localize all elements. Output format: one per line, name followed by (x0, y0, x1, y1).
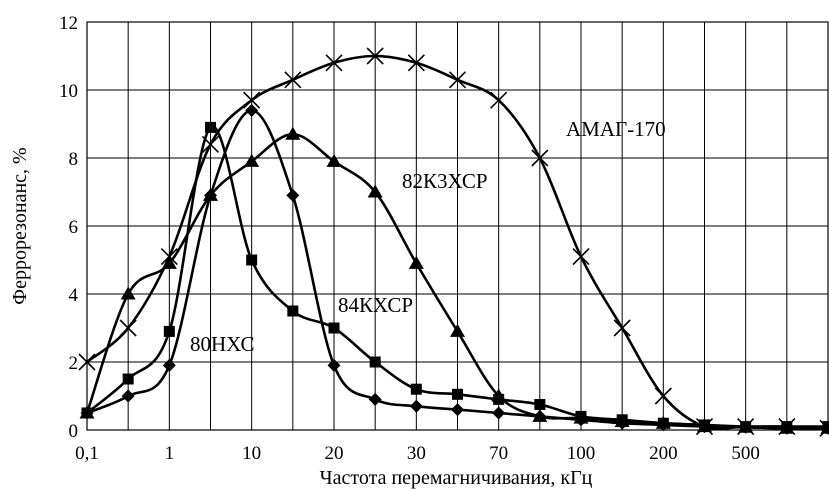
data-point-x (778, 418, 796, 436)
data-point-x (695, 418, 714, 436)
data-point-triangle (614, 414, 630, 427)
y-tick-label: 2 (69, 353, 79, 374)
series-label-84kxsr: 84КХСР (338, 293, 413, 317)
data-point-x (819, 419, 829, 437)
y-tick-label: 6 (69, 217, 79, 238)
data-point-x (284, 71, 302, 89)
data-point-triangle (79, 405, 95, 419)
x-tick-label: 10 (242, 443, 261, 464)
data-point-x (531, 149, 549, 167)
data-point-square (246, 254, 258, 266)
data-point-square (287, 305, 299, 317)
data-point-diamond (162, 358, 176, 372)
y-axis-title: Феррорезонанс, % (9, 147, 31, 304)
x-tick-label: 30 (407, 443, 426, 464)
data-point-triangle (491, 388, 507, 402)
series-label-82k3xsr: 82К3ХСР (402, 169, 488, 193)
data-point-triangle (285, 126, 301, 140)
x-tick-label: 1 (165, 443, 175, 464)
data-point-square (163, 325, 175, 337)
data-point-diamond (121, 389, 135, 403)
grid (87, 22, 828, 430)
data-point-x (737, 418, 755, 436)
data-point-x (160, 248, 178, 266)
data-point-square (205, 121, 216, 133)
x-tick-label: 0,1 (75, 443, 99, 464)
y-tick-label: 4 (69, 285, 79, 306)
data-point-diamond (492, 406, 506, 420)
data-point-diamond (451, 403, 464, 417)
data-point-square (328, 322, 340, 334)
data-point-x (490, 91, 508, 109)
data-point-x (78, 353, 96, 371)
x-tick-label: 100 (567, 443, 596, 464)
data-point-triangle (367, 184, 383, 198)
data-point-square (410, 383, 422, 395)
data-point-triangle (408, 255, 424, 269)
y-tick-labels: 0 2 4 6 8 10 12 (59, 13, 79, 442)
y-tick-label: 10 (59, 81, 78, 102)
data-point-triangle (244, 153, 260, 167)
data-point-square (122, 373, 134, 385)
data-point-x (201, 135, 220, 153)
data-point-x (407, 54, 425, 72)
data-point-diamond (368, 392, 382, 406)
data-point-x (366, 47, 384, 65)
plot-frame (86, 21, 829, 431)
data-point-triangle (532, 408, 548, 422)
x-tick-label: 70 (489, 443, 508, 464)
x-tick-label: 500 (731, 443, 760, 464)
data-point-diamond (327, 358, 341, 372)
data-point-x (119, 319, 137, 337)
data-point-diamond (409, 399, 423, 413)
x-axis-title: Частота перемагничивания, кГц (320, 467, 593, 489)
data-point-triangle (161, 255, 177, 269)
x-tick-labels: 0,1 1 10 20 30 70 100 200 500 (75, 443, 760, 464)
data-point-triangle (120, 286, 136, 300)
data-point-diamond (286, 188, 300, 202)
markers (78, 47, 829, 437)
data-point-x (572, 248, 590, 266)
series-label-80nhs: 80НХС (190, 332, 255, 356)
data-point-x (654, 387, 672, 405)
x-tick-label: 200 (649, 443, 678, 464)
x-tick-label: 20 (325, 443, 344, 464)
data-point-square (369, 356, 381, 368)
data-point-diamond (245, 103, 259, 117)
data-point-x (613, 319, 631, 337)
data-point-x (243, 91, 261, 109)
data-point-square (534, 399, 546, 410)
data-point-triangle (450, 323, 465, 337)
data-point-triangle (326, 153, 342, 167)
y-tick-label: 12 (59, 13, 78, 34)
data-point-triangle (203, 187, 218, 201)
y-tick-label: 8 (69, 149, 79, 170)
data-point-square (452, 388, 463, 400)
data-point-x (325, 54, 343, 72)
series-label-amag170: АМАГ-170 (566, 117, 666, 141)
data-point-x (448, 71, 467, 89)
y-tick-label: 0 (69, 421, 79, 442)
data-point-triangle (573, 410, 589, 424)
data-point-triangle (655, 415, 671, 429)
